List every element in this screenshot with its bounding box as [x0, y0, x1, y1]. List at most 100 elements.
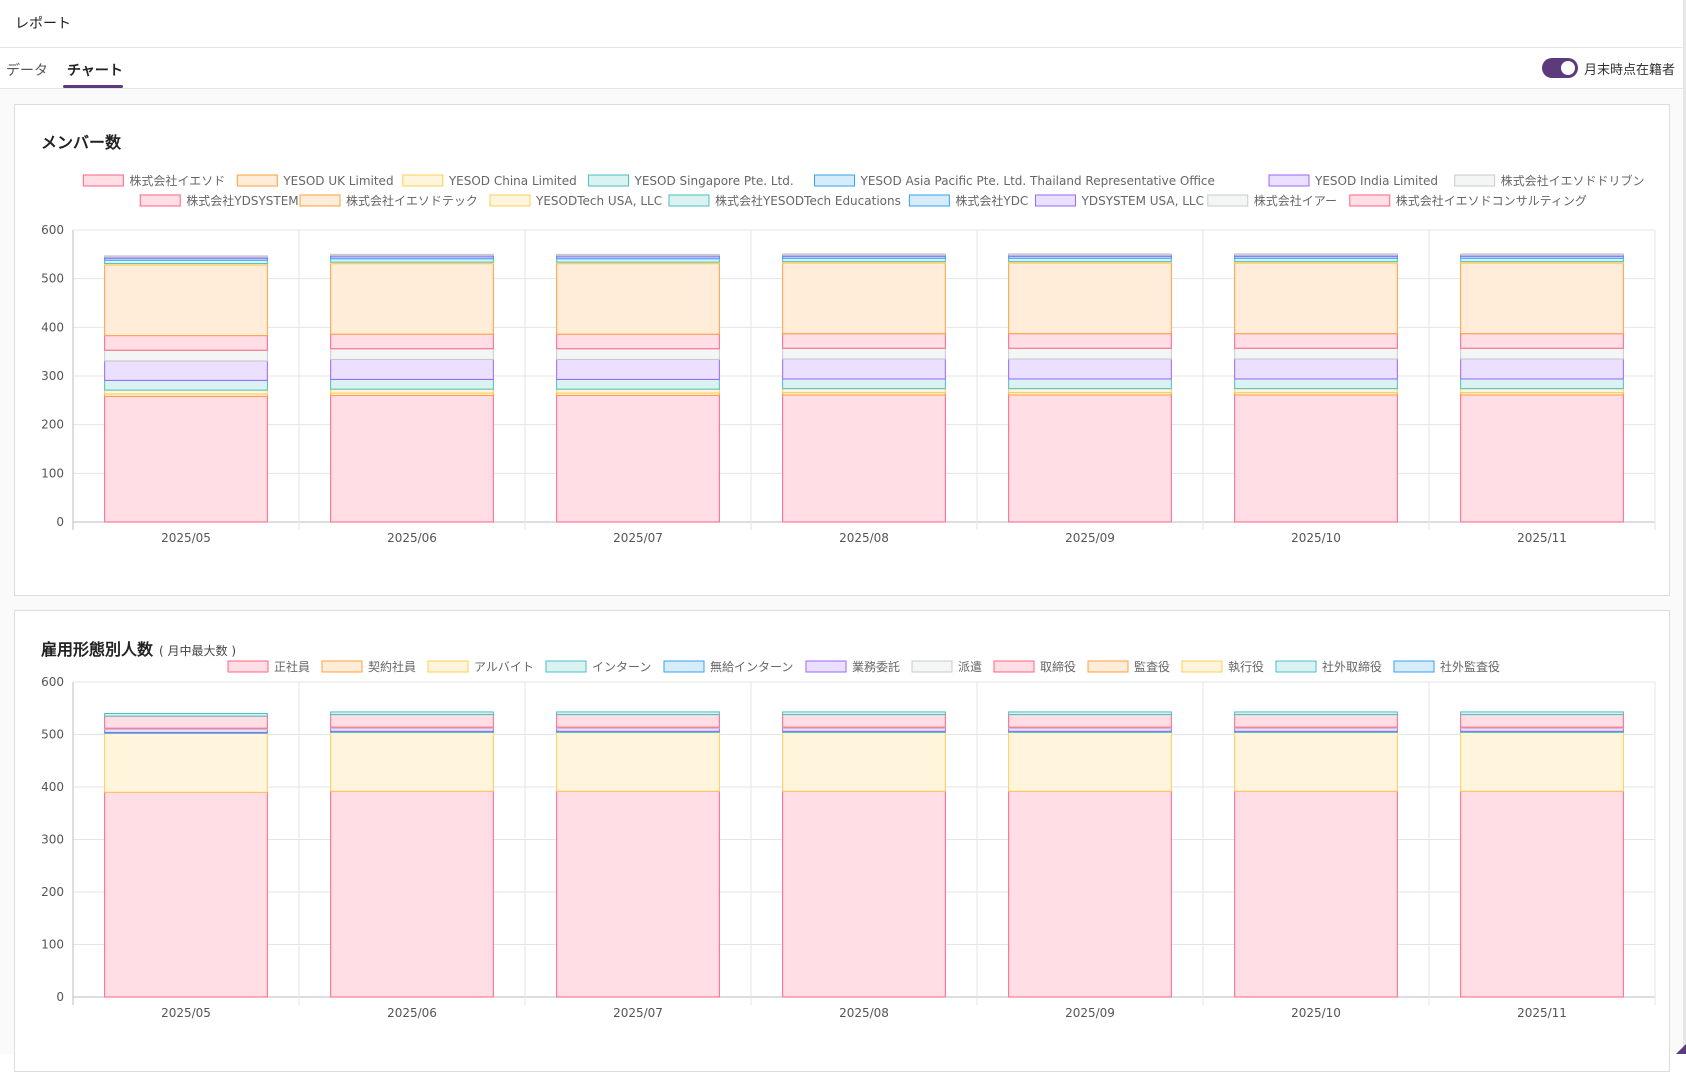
legend-swatch — [227, 660, 269, 673]
tab-data[interactable]: データ — [6, 63, 48, 79]
bar-segment — [330, 714, 494, 728]
legend-swatch — [489, 194, 531, 207]
bar-segment — [556, 378, 720, 390]
bar-segment — [1008, 257, 1172, 263]
bar-segment — [1460, 358, 1624, 380]
bar-segment — [782, 731, 946, 792]
x-tick-label: 2025/05 — [161, 531, 211, 545]
legend-label: 株式会社イエソドテック — [346, 193, 478, 208]
bar-segment — [104, 379, 268, 391]
legend-item: 株式会社イアー — [1207, 193, 1337, 208]
bar-segment — [782, 378, 946, 390]
bar-segment — [1234, 262, 1398, 335]
bar-segment — [1460, 257, 1624, 263]
x-tick-label: 2025/08 — [839, 531, 889, 545]
page-title: レポート — [15, 16, 71, 32]
legend-item: YESOD Asia Pacific Pte. Ltd. Thailand Re… — [814, 174, 1215, 188]
end-of-month-toggle[interactable] — [1541, 58, 1578, 78]
resize-handle-icon — [1676, 1044, 1686, 1054]
legend-item: 株式会社YDSYSTEM — [139, 193, 299, 208]
legend-swatch — [1181, 660, 1223, 673]
bar-segment — [330, 253, 494, 256]
legend-swatch — [993, 660, 1035, 673]
bar-segment — [330, 731, 494, 792]
legend-item: 株式会社イエソドコンサルティング — [1349, 193, 1587, 208]
legend-swatch — [1087, 660, 1129, 673]
employment-type-title-text: 雇用形態別人数 — [41, 640, 154, 659]
bar-segment — [1234, 333, 1398, 349]
legend-item: インターン — [545, 660, 651, 674]
bar-segment — [1460, 394, 1624, 523]
bar-segment — [330, 790, 494, 998]
bar-segment — [104, 360, 268, 381]
scrollbar[interactable] — [1683, 0, 1686, 1054]
bar-segment — [1008, 378, 1172, 390]
employment-type-card: 雇用形態別人数 ( 月中最大数 ) 0 100 200 300 400 500 600 2025… — [14, 610, 1670, 1072]
legend-label: 株式会社イエソド — [129, 173, 225, 188]
legend-swatch — [911, 660, 953, 673]
bar-segment — [556, 394, 720, 523]
bar-segment — [782, 262, 946, 335]
x-tick-label: 2025/09 — [1065, 531, 1115, 545]
y-tick-label: 200 — [41, 885, 64, 899]
bar-segment — [1234, 714, 1398, 728]
bar-segment — [330, 348, 494, 360]
x-tick-label: 2025/09 — [1065, 1006, 1115, 1020]
bar-segment — [556, 348, 720, 360]
legend-swatch — [1268, 174, 1310, 187]
legend-label: インターン — [592, 660, 651, 674]
end-of-month-toggle-group: 月末時点在籍者 — [1541, 57, 1675, 79]
legend-label: 正社員 — [274, 659, 310, 674]
bar-segment — [1008, 253, 1172, 256]
bar-segment — [1460, 347, 1624, 360]
bar-segment — [782, 790, 946, 998]
bar-segment — [330, 388, 494, 394]
legend-label: 派遣 — [958, 659, 982, 674]
bar-segment — [556, 388, 720, 394]
legend-item: 社外監査役 — [1393, 659, 1500, 674]
legend-item: 業務委託 — [805, 659, 900, 674]
legend-item: 無給インターン — [663, 659, 793, 674]
legend-label: YESOD Singapore Pte. Ltd. — [634, 174, 794, 188]
legend-item: 株式会社イエソドドリブン — [1454, 173, 1645, 188]
bar-segment — [556, 263, 720, 335]
member-count-title: メンバー数 — [41, 129, 121, 153]
legend-swatch — [82, 174, 124, 187]
bar-segment — [1234, 790, 1398, 998]
bar-segment — [782, 711, 946, 716]
x-tick-label: 2025/07 — [613, 531, 663, 545]
tab-chart[interactable]: チャート — [67, 63, 123, 79]
bar-segment — [330, 263, 494, 335]
legend-item: 派遣 — [911, 659, 982, 674]
y-tick-label: 400 — [41, 320, 64, 334]
employment-type-chart: 0 100 200 300 400 500 600 2025/05 2025/06 2025/07… — [41, 659, 1656, 1020]
bar-segment — [330, 394, 494, 523]
legend-swatch — [236, 174, 278, 187]
bar-segment — [330, 358, 494, 380]
x-tick-label: 2025/07 — [613, 1006, 663, 1020]
bar-segment — [330, 711, 494, 716]
legend-item: 株式会社YESODTech Educations — [668, 193, 901, 208]
bar-segment — [782, 347, 946, 360]
bar-segment — [556, 333, 720, 350]
bar-segment — [1008, 388, 1172, 394]
legend-swatch — [427, 660, 469, 673]
y-tick-label: 600 — [41, 675, 64, 689]
legend-swatch — [805, 660, 847, 673]
bar-segment — [1234, 257, 1398, 263]
bar-segment — [556, 790, 720, 998]
member-count-card: メンバー数 0 100 200 300 400 500 600 2025/05 2025/06 2… — [14, 104, 1670, 596]
legend-swatch — [402, 174, 444, 187]
x-tick-label: 2025/08 — [839, 1006, 889, 1020]
bar-segment — [1460, 388, 1624, 394]
y-tick-label: 0 — [56, 990, 64, 1004]
legend-item: 正社員 — [227, 659, 310, 674]
bar-segment — [1008, 394, 1172, 523]
legend-item: 株式会社イエソドテック — [299, 193, 478, 208]
legend-label: 社外監査役 — [1440, 659, 1500, 674]
legend-label: 無給インターン — [710, 659, 793, 674]
bar-segment — [556, 711, 720, 716]
bar-segment — [1008, 714, 1172, 728]
bar-segment — [104, 732, 268, 793]
employment-type-title: 雇用形態別人数 ( 月中最大数 ) — [41, 636, 236, 660]
